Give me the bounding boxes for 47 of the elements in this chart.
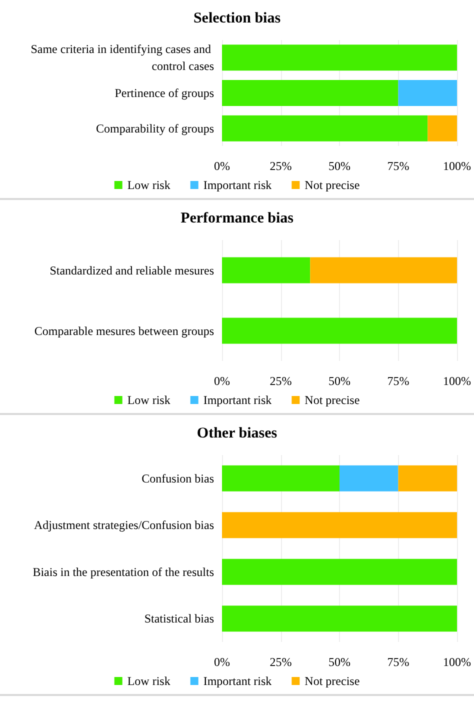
chart-title: Performance bias <box>180 210 294 226</box>
x-tick-label: 0% <box>214 655 230 669</box>
bar <box>222 512 457 538</box>
x-tick-label: 50% <box>328 655 350 669</box>
legend-label: Low risk <box>127 393 170 407</box>
bar <box>222 606 457 632</box>
x-tick-label: 50% <box>328 159 350 173</box>
legend-label: Not precise <box>304 178 360 192</box>
x-tick-label: 75% <box>387 374 410 388</box>
x-tick-label: 75% <box>387 655 410 669</box>
y-tick-label: Comparable mesures between groups <box>34 324 214 338</box>
bar <box>398 80 457 106</box>
legend-label: Low risk <box>127 674 170 688</box>
x-tick-label: 100% <box>443 374 471 388</box>
y-tick-label: Standardized and reliable mesures <box>50 263 214 278</box>
x-tick-label: 25% <box>270 374 292 388</box>
bar <box>222 80 398 106</box>
legend-label: Not precise <box>304 393 360 407</box>
y-tick-label: Pertinence of groups <box>114 86 214 100</box>
y-tick-label: Confusion bias <box>142 471 214 486</box>
legend-label: Important risk <box>203 178 272 192</box>
legend-label: Not precise <box>304 674 360 688</box>
x-tick-label: 100% <box>443 655 471 669</box>
y-tick-label: Statistical bias <box>144 612 214 626</box>
bar <box>398 465 457 492</box>
chart-title: Other biases <box>196 426 278 442</box>
bar <box>222 44 457 71</box>
bar <box>222 465 340 492</box>
bar <box>222 115 428 142</box>
legend-label: Important risk <box>203 393 272 407</box>
y-tick-label: Biais in the presentation of the results <box>32 564 214 579</box>
bar <box>222 558 457 585</box>
legend-label: Important risk <box>203 674 272 688</box>
x-tick-label: 25% <box>270 159 292 173</box>
x-tick-label: 0% <box>214 159 230 173</box>
bar <box>340 465 398 492</box>
y-tick-label: Comparability of groups <box>96 121 214 136</box>
x-tick-label: 0% <box>214 374 230 388</box>
chart-title: Selection bias <box>193 10 281 26</box>
legend-label: Low risk <box>127 178 170 192</box>
y-tick-label: Same criteria in identifying cases and control cases <box>30 42 214 74</box>
x-tick-label: 100% <box>443 159 471 173</box>
x-tick-label: 50% <box>328 374 350 388</box>
x-tick-label: 25% <box>270 655 292 669</box>
x-tick-label: 75% <box>387 159 410 173</box>
bar <box>428 115 457 142</box>
y-tick-label: Adjustment strategies/Confusion bias <box>34 518 214 532</box>
